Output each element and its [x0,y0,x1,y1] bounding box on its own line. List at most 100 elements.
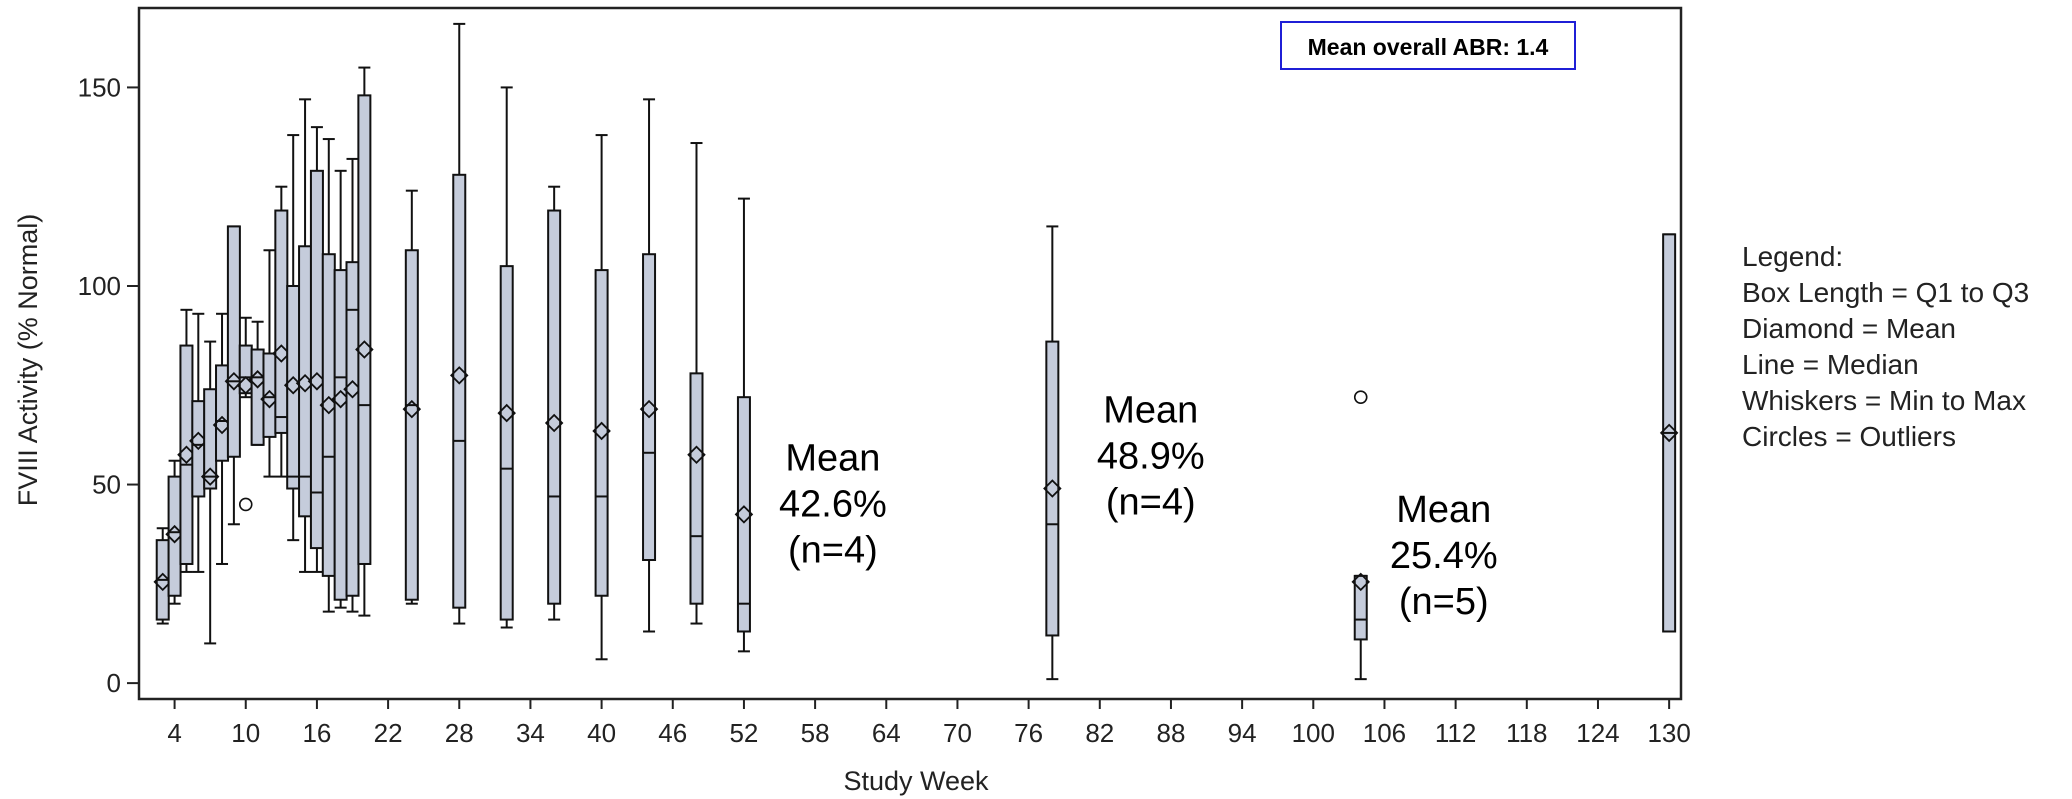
box-q1-q3 [167,475,182,597]
x-tick-label: 100 [1292,718,1335,748]
x-tick-label: 70 [943,718,972,748]
box-q1-q3 [547,209,562,605]
x-tick-label: 64 [872,718,901,748]
box-q1-q3 [1045,340,1060,637]
mean-diamond [687,445,706,465]
box-week-78 [1043,225,1062,681]
legend: Legend: Box Length = Q1 to Q3 Diamond = … [1742,241,2029,452]
legend-item-whiskers: Whiskers = Min to Max [1742,385,2026,416]
box-q1-q3 [642,253,657,562]
box-week-17 [319,138,339,613]
x-tick-label: 4 [167,718,181,748]
box-q1-q3 [594,269,609,597]
annotation-line: Mean [1396,489,1491,531]
box-week-18 [331,169,350,609]
box-q1-q3 [238,344,253,395]
mean-diamond [592,421,611,441]
box-week-24 [402,189,422,605]
y-axis-title: FVIII Activity (% Normal) [13,214,43,507]
x-tick-label: 88 [1156,718,1185,748]
box-q1-q3 [689,372,704,605]
box-q1-q3 [250,348,265,446]
box-week-9 [224,225,244,526]
box-week-12 [260,249,279,478]
box-q1-q3 [1353,574,1368,641]
x-tick-label: 52 [729,718,758,748]
legend-item-diamond: Diamond = Mean [1742,313,1956,344]
box-week-19 [343,157,362,613]
x-tick-label: 16 [302,718,331,748]
box-week-32 [497,86,516,629]
x-tick-label: 34 [516,718,545,748]
box-q1-q3 [404,249,419,601]
outlier-circle [238,497,253,512]
box-week-130 [1659,233,1679,633]
box-q1-q3 [345,261,360,597]
mean-diamond [402,399,422,419]
annotation-line: 42.6% [779,483,887,525]
x-tick-label: 94 [1228,718,1257,748]
mean-diamond [639,399,659,419]
box-q1-q3 [179,344,194,565]
outlier-circle [1353,390,1368,404]
x-tick-label: 130 [1647,718,1690,748]
x-tick-label: 10 [231,718,260,748]
box-week-5 [177,308,196,573]
x-tick-label: 82 [1085,718,1114,748]
annotation-line: (n=4) [1106,482,1196,524]
x-tick-label: 112 [1435,718,1476,748]
x-axis-title: Study Week [843,766,989,796]
mean-diamond [355,340,374,359]
x-tick-label: 46 [658,718,687,748]
x-axis: 4 10 16 22 28 34 40 46 52 58 64 70 76 82 88 94 100 106 112… [167,699,1691,748]
x-tick-label: 76 [1014,718,1043,748]
x-tick-label: 118 [1506,718,1547,748]
abr-label: Mean overall ABR: 1.4 [1308,34,1549,60]
mean-diamond [1043,479,1062,498]
mean-diamond [1659,423,1679,443]
x-tick-label: 22 [374,718,403,748]
boxes-layer [153,22,1679,681]
y-tick-label: 150 [78,72,121,102]
box-week-104 [1351,390,1371,681]
abr-box: Mean overall ABR: 1.4 [1280,21,1576,70]
box-q1-q3 [274,209,289,434]
box-q1-q3 [736,396,751,633]
mean-diamond [449,366,469,385]
box-week-8 [212,312,232,565]
annotation-line: 25.4% [1390,535,1498,577]
mean-diamond [544,413,564,433]
legend-item-line: Line = Median [1742,349,1919,380]
mean-diamond [1351,572,1371,592]
box-q1-q3 [321,253,336,577]
box-q1-q3 [333,269,348,601]
box-week-44 [639,98,659,633]
x-tick-label: 28 [445,718,474,748]
x-tick-label: 40 [587,718,616,748]
plot-area [137,6,1683,701]
legend-item-box-length: Box Length = Q1 to Q3 [1742,277,2029,308]
annotation-line: (n=5) [1399,581,1489,623]
box-week-28 [449,22,469,625]
x-tick-label: 124 [1576,718,1619,748]
box-week-40 [592,134,611,661]
annotation-line: 48.9% [1097,436,1205,478]
box-q1-q3 [286,284,301,490]
legend-title: Legend: [1742,241,1843,272]
box-q1-q3 [499,265,514,621]
mean-diamond [497,403,516,423]
legend-item-circles: Circles = Outliers [1742,421,1956,452]
box-week-4 [165,459,184,605]
annotation-line: Mean [1103,390,1198,432]
box-week-13 [272,185,291,478]
plot-frame [137,6,1683,701]
box-week-52 [734,197,754,653]
box-week-48 [687,142,706,625]
box-q1-q3 [452,173,467,609]
y-tick-label: 100 [78,271,121,301]
y-axis: 0 50 100 150 [78,72,139,698]
